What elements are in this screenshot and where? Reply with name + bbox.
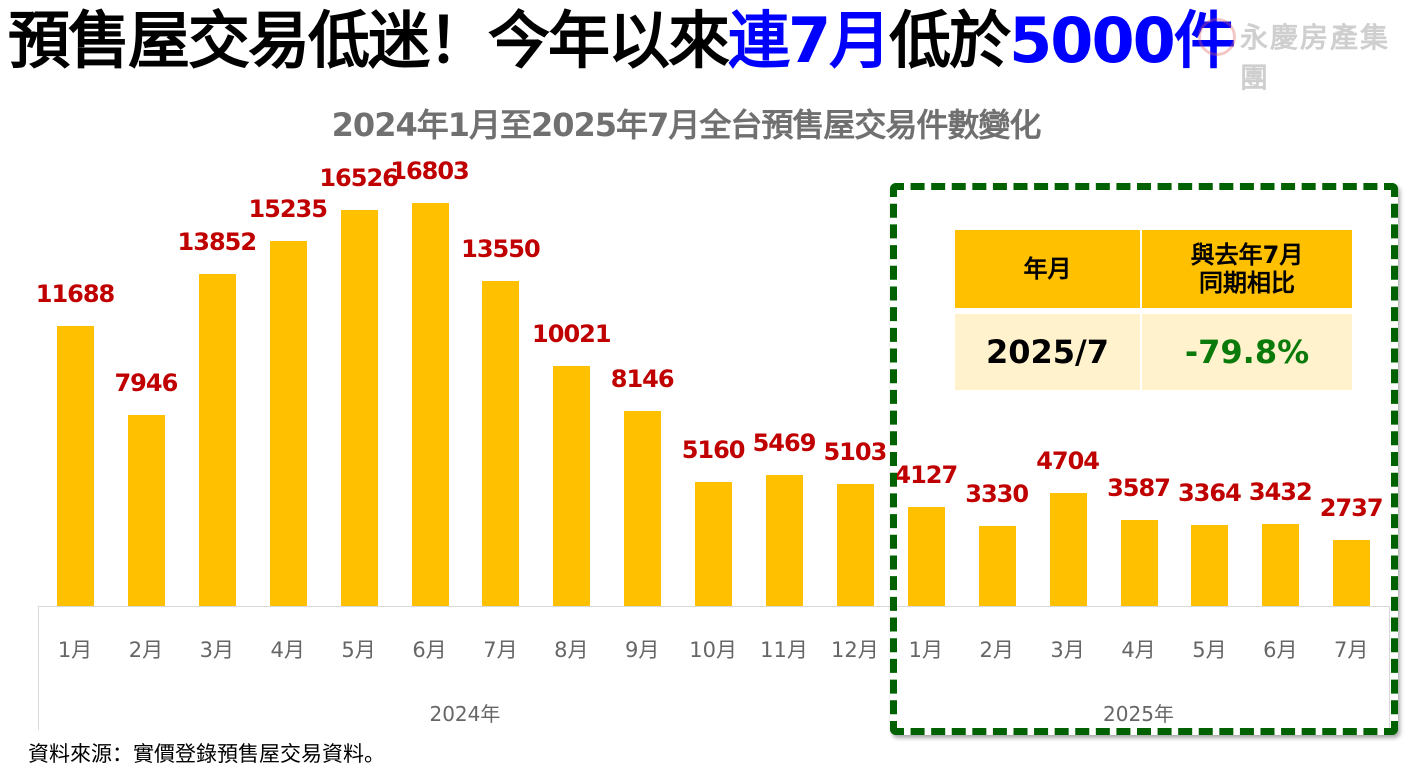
headline-part1: 預售屋交易低迷！今年以來	[8, 4, 730, 77]
watermark-text: 永慶房產集團	[1240, 21, 1391, 94]
bar	[198, 273, 236, 606]
bar	[127, 415, 165, 606]
table-header-yoy: 與去年7月 同期相比	[1142, 230, 1352, 308]
x-tick-label: 7月	[483, 638, 518, 662]
x-tick-label: 1月	[908, 638, 943, 662]
x-tick-label: 2月	[979, 638, 1014, 662]
data-label: 2737	[1319, 494, 1384, 523]
bar	[1120, 519, 1158, 606]
x-tick-label: 4月	[270, 638, 305, 662]
bar	[553, 365, 591, 606]
data-label: 16803	[390, 157, 470, 185]
x-tick-label: 9月	[625, 638, 660, 662]
x-group-label: 2024年	[429, 702, 501, 726]
highlight-2025-box	[890, 183, 1398, 735]
data-label: 3432	[1248, 477, 1313, 506]
bar	[1262, 523, 1300, 606]
x-tick-label: 11月	[760, 638, 808, 662]
table-cell-month: 2025/7	[955, 314, 1140, 390]
bar	[978, 526, 1016, 606]
bar	[624, 410, 662, 606]
bar	[57, 325, 94, 606]
yoy-comparison-table: 年月 與去年7月 同期相比 2025/7 -79.8%	[953, 230, 1354, 390]
watermark-logo: 永慶房產集團	[1198, 14, 1408, 94]
bar	[482, 281, 520, 606]
data-label: 4704	[1036, 447, 1100, 476]
data-label: 5103	[823, 437, 887, 466]
x-tick-label: 5月	[341, 638, 376, 662]
data-label: 15235	[248, 194, 328, 223]
table-header-month: 年月	[955, 230, 1140, 308]
x-group-label: 2025年	[1103, 702, 1174, 726]
data-label: 8146	[610, 364, 675, 393]
bar	[1333, 540, 1371, 606]
bar	[766, 474, 803, 606]
x-axis-frame	[38, 606, 1390, 730]
data-label: 3330	[965, 480, 1029, 509]
logo-circle-icon	[1198, 18, 1236, 56]
data-label: 13852	[177, 227, 258, 256]
x-tick-label: 6月	[412, 638, 447, 662]
bar	[907, 507, 945, 606]
data-label: 4127	[894, 461, 958, 490]
data-label: 5469	[752, 428, 817, 457]
bar	[1049, 493, 1087, 606]
source-note: 資料來源：實價登錄預售屋交易資料。	[28, 742, 385, 766]
x-tick-label: 7月	[1334, 638, 1369, 662]
x-tick-label: 1月	[57, 638, 93, 662]
x-tick-label: 4月	[1121, 638, 1156, 662]
data-label: 7946	[114, 369, 178, 398]
bar	[340, 209, 378, 606]
x-tick-label: 5月	[1192, 638, 1227, 662]
data-label: 3364	[1177, 479, 1242, 508]
data-label: 13550	[461, 235, 541, 264]
data-label: 10021	[532, 319, 612, 348]
table-cell-yoy-change: -79.8%	[1142, 314, 1352, 390]
x-tick-label: 2月	[128, 638, 164, 662]
x-tick-label: 3月	[199, 638, 234, 662]
headline-highlight-months: 連7月	[728, 4, 891, 77]
x-tick-label: 10月	[689, 638, 737, 662]
data-label: 11688	[35, 279, 116, 308]
x-tick-label: 8月	[554, 638, 589, 662]
bar	[411, 203, 449, 606]
data-label: 5160	[681, 436, 746, 465]
headline-part3: 低於	[889, 4, 1011, 77]
x-tick-label: 3月	[1050, 638, 1085, 662]
bar	[695, 482, 733, 606]
bar	[836, 483, 874, 606]
headline: 預售屋交易低迷！今年以來連7月低於5000件	[8, 0, 1236, 82]
data-label: 3587	[1107, 473, 1171, 502]
bar	[1191, 525, 1229, 606]
chart-title: 2024年1月至2025年7月全台預售屋交易件數變化	[331, 106, 1042, 144]
data-label: 16526	[319, 163, 399, 192]
x-tick-label: 12月	[831, 638, 879, 662]
x-tick-label: 6月	[1263, 638, 1298, 662]
headline-highlight-count: 5000件	[1009, 4, 1236, 77]
bar	[269, 240, 307, 606]
